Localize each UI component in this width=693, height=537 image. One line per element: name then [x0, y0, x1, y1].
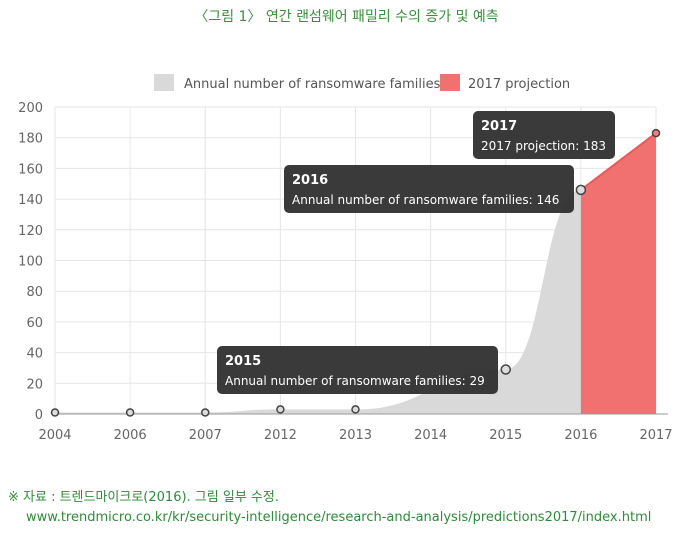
- legend-swatch-projection: [440, 74, 460, 91]
- annual-area: [55, 189, 581, 414]
- projection-line: [580, 132, 657, 191]
- x-tick-label: 2016: [564, 428, 597, 443]
- x-tick-label: 2013: [339, 428, 372, 443]
- tooltip-2016: 2016 Annual number of ransomware families…: [284, 165, 574, 213]
- y-tick-label: 200: [18, 101, 43, 116]
- tooltip-2015: 2015 Annual number of ransomware families…: [217, 346, 498, 394]
- y-tick-label: 100: [18, 255, 43, 270]
- y-tick-label: 20: [26, 377, 43, 392]
- y-tick-label: 180: [18, 132, 43, 147]
- legend-swatch-annual: [154, 74, 174, 91]
- chart-areas: [55, 132, 657, 414]
- legend-label-projection: 2017 projection: [468, 77, 570, 92]
- tooltips: 2015 Annual number of ransomware families…: [217, 111, 615, 394]
- data-point[interactable]: [50, 408, 60, 417]
- projection-area: [580, 133, 656, 414]
- tooltip-2017: 2017 2017 projection: 183: [473, 111, 615, 159]
- figure-title: 〈그림 1〉 연간 랜섬웨어 패밀리 수의 증가 및 예측: [194, 9, 499, 25]
- x-tick-label: 2017: [639, 428, 672, 443]
- x-axis: 2004 2006 2007 2012 2013 2014 2015 2016 2017: [38, 413, 673, 443]
- y-tick-label: 40: [26, 347, 43, 362]
- data-point[interactable]: [201, 408, 210, 417]
- x-tick-label: 2012: [264, 428, 297, 443]
- tooltip-body: Annual number of ransomware families: 14…: [292, 193, 559, 207]
- data-point[interactable]: [276, 405, 285, 414]
- data-point[interactable]: [351, 405, 360, 414]
- y-tick-label: 160: [18, 162, 43, 177]
- tooltip-box: [473, 111, 615, 159]
- x-tick-label: 2007: [189, 428, 222, 443]
- y-tick-label: 140: [18, 193, 43, 208]
- tooltip-body: Annual number of ransomware families: 29: [225, 374, 485, 388]
- y-tick-label: 0: [35, 408, 43, 423]
- tooltip-box: [217, 346, 498, 394]
- x-tick-label: 2014: [414, 428, 447, 443]
- legend-label-annual: Annual number of ransomware families: [184, 77, 441, 92]
- legend: Annual number of ransomware families 2017…: [154, 74, 570, 92]
- y-tick-label: 120: [18, 224, 43, 239]
- data-point[interactable]: [500, 364, 511, 375]
- ransomware-chart: 0 20 40 60 80 100 120 140 160 180 200 2004 2006 2007…: [18, 74, 673, 443]
- tooltip-title: 2016: [292, 173, 328, 188]
- data-points: [50, 128, 661, 417]
- y-axis: 0 20 40 60 80 100 120 140 160 180 200: [18, 101, 43, 423]
- y-tick-label: 60: [26, 316, 43, 331]
- source-note: ※ 자료 : 트렌드마이크로(2016). 그림 일부 수정.: [8, 490, 279, 505]
- projection-point[interactable]: [651, 128, 661, 138]
- data-point[interactable]: [125, 408, 135, 417]
- x-tick-label: 2006: [114, 428, 147, 443]
- y-tick-label: 80: [26, 285, 43, 300]
- tooltip-title: 2017: [481, 119, 517, 134]
- data-point[interactable]: [575, 184, 587, 196]
- x-tick-label: 2015: [489, 428, 522, 443]
- tooltip-box: [284, 165, 574, 213]
- tooltip-body: 2017 projection: 183: [481, 139, 606, 153]
- tooltip-title: 2015: [225, 354, 261, 369]
- source-url: www.trendmicro.co.kr/kr/security-intelli…: [26, 510, 652, 525]
- x-tick-label: 2004: [38, 428, 71, 443]
